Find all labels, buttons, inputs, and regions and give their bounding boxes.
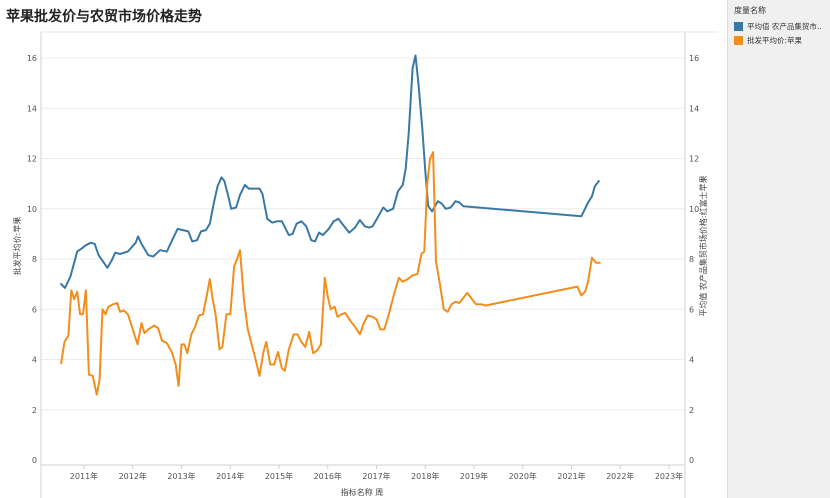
x-ticks: 2011年 2012年 2013年 2014年 2015年 2016年 2017年 2018年… [70, 465, 683, 481]
x-tick-label: 2023年 [655, 471, 683, 481]
x-tick-label: 2011年 [70, 471, 98, 481]
legend-panel: 度量名称 平均值 农产品集贸市.. 批发平均价:苹果 [727, 0, 830, 498]
y-tick-label-left: 4 [32, 356, 37, 365]
legend-swatch-blue [734, 22, 743, 31]
y-tick-label-left: 14 [27, 104, 37, 113]
x-tick-label: 2013年 [167, 471, 195, 481]
series-line-market-price [60, 54, 600, 289]
x-tick-label: 2012年 [119, 471, 147, 481]
x-tick-label: 2017年 [362, 471, 390, 481]
right-y-ticks: 0 2 4 6 8 10 12 14 16 [689, 54, 699, 465]
y-tick-label-right: 4 [689, 356, 694, 365]
x-tick-label: 2022年 [606, 471, 634, 481]
series-line-wholesale-price [60, 151, 601, 396]
x-tick-label: 2020年 [509, 471, 537, 481]
y-tick-label-left: 16 [27, 54, 37, 63]
chart-title: 苹果批发价与农贸市场价格走势 [6, 9, 202, 25]
y-tick-label-left: 0 [32, 456, 37, 465]
left-y-axis-label: 批发平均价:苹果 [12, 217, 22, 276]
y-tick-label-left: 8 [32, 255, 37, 264]
x-tick-label: 2019年 [460, 471, 488, 481]
y-tick-label-right: 10 [689, 205, 699, 214]
x-tick-label: 2014年 [216, 471, 244, 481]
y-tick-label-right: 16 [689, 54, 699, 63]
legend-item-wholesale-price[interactable]: 批发平均价:苹果 [734, 35, 802, 46]
legend-item-market-price[interactable]: 平均值 农产品集贸市.. [734, 21, 822, 32]
legend-swatch-orange [734, 36, 743, 45]
x-tick-label: 2015年 [265, 471, 293, 481]
y-tick-label-left: 10 [27, 205, 37, 214]
axes [40, 31, 718, 498]
y-tick-label-right: 12 [689, 155, 699, 164]
gridlines [41, 57, 685, 411]
y-tick-label-right: 6 [689, 305, 694, 314]
y-tick-label-right: 8 [689, 255, 694, 264]
x-tick-label: 2016年 [314, 471, 342, 481]
y-tick-label-right: 2 [689, 406, 694, 415]
right-y-axis-label: 平均值 农产品集贸市场价格:红富士苹果 [698, 175, 708, 316]
y-tick-label-left: 2 [32, 406, 37, 415]
y-tick-label-right: 14 [689, 104, 699, 113]
series [60, 54, 601, 396]
legend-label: 批发平均价:苹果 [747, 36, 803, 45]
x-tick-label: 2018年 [411, 471, 439, 481]
y-tick-label-right: 0 [689, 456, 694, 465]
y-tick-label-left: 6 [32, 305, 37, 314]
y-tick-label-left: 12 [27, 155, 37, 164]
x-axis-label: 指标名称 周 [341, 487, 384, 497]
x-tick-label: 2021年 [557, 471, 585, 481]
legend-title: 度量名称 [734, 6, 766, 15]
left-y-ticks: 0 2 4 6 8 10 12 14 16 [27, 54, 37, 465]
legend-label: 平均值 农产品集贸市.. [747, 22, 822, 31]
